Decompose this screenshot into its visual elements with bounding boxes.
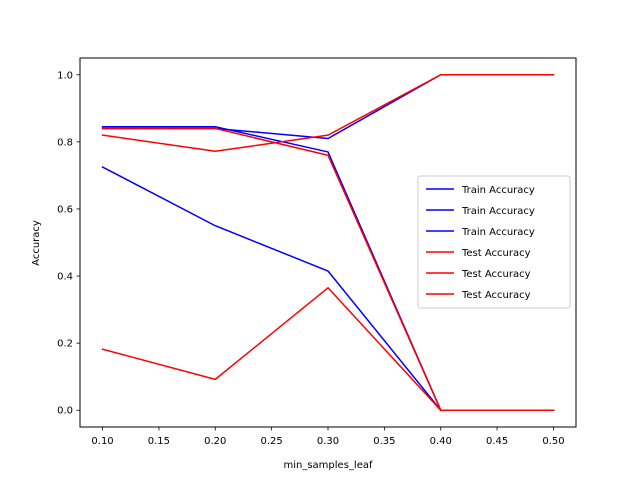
x-tick-label: 0.40: [430, 436, 452, 447]
x-tick-label: 0.50: [542, 436, 564, 447]
x-tick-label: 0.15: [148, 436, 170, 447]
legend-label: Train Accuracy: [461, 206, 535, 217]
y-tick-label: 1.0: [57, 70, 73, 81]
y-tick-label: 0.2: [57, 339, 73, 350]
series-line-5: [101, 287, 555, 411]
x-tick-label: 0.35: [373, 436, 395, 447]
y-axis: 0.0 0.2 0.4 0.6 0.8 1.0: [57, 70, 80, 417]
legend: Train Accuracy Train Accuracy Train Accura…: [417, 175, 571, 309]
legend-label: Train Accuracy: [461, 185, 535, 196]
legend-label: Test Accuracy: [461, 269, 531, 280]
y-tick-label: 0.6: [57, 204, 73, 215]
y-tick-label: 0.4: [57, 272, 73, 283]
x-axis-label: min_samples_leaf: [283, 460, 372, 471]
series-line-3: [101, 74, 555, 153]
legend-box: [417, 175, 571, 309]
y-tick-label: 0.0: [57, 406, 73, 417]
x-tick-label: 0.10: [91, 436, 113, 447]
x-tick-label: 0.20: [204, 436, 226, 447]
y-tick-label: 0.8: [57, 137, 73, 148]
legend-label: Test Accuracy: [461, 290, 531, 301]
x-axis: 0.10 0.15 0.20 0.25 0.30 0.35 0.40 0.45 0.50: [91, 427, 565, 447]
x-tick-label: 0.45: [486, 436, 508, 447]
y-axis-label: Accuracy: [31, 220, 42, 266]
x-tick-label: 0.25: [261, 436, 283, 447]
legend-label: Train Accuracy: [461, 227, 535, 238]
x-tick-label: 0.30: [317, 436, 339, 447]
legend-label: Test Accuracy: [461, 248, 531, 259]
series-layer: [101, 74, 555, 411]
